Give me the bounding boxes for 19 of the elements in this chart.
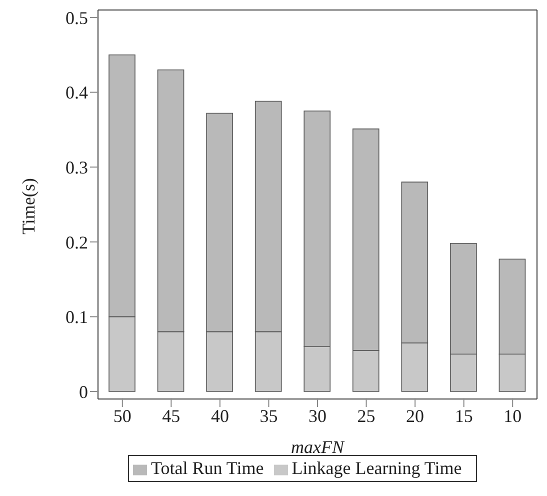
x-tick-label: 25 xyxy=(357,406,376,426)
x-tick-label: 50 xyxy=(113,406,132,426)
x-axis-title: maxFN xyxy=(291,437,345,457)
legend-label: Linkage Learning Time xyxy=(292,458,462,478)
y-tick-label: 0.4 xyxy=(66,82,88,103)
y-tick-label: 0.5 xyxy=(66,8,88,28)
x-tick-label: 45 xyxy=(162,406,180,426)
x-tick-label: 20 xyxy=(406,406,424,426)
x-tick-label: 15 xyxy=(454,406,473,426)
x-tick-label: 30 xyxy=(308,406,326,426)
y-tick-label: 0.3 xyxy=(66,157,88,178)
y-axis-title: Time(s) xyxy=(18,178,38,234)
x-tick-label: 40 xyxy=(210,406,229,426)
y-tick-label: 0.2 xyxy=(66,232,88,252)
y-tick-label: 0.1 xyxy=(66,307,88,328)
legend-label: Total Run Time xyxy=(151,458,264,478)
y-tick-label: 0 xyxy=(79,382,88,402)
x-tick-label: 10 xyxy=(504,406,522,426)
x-tick-label: 35 xyxy=(260,406,278,426)
